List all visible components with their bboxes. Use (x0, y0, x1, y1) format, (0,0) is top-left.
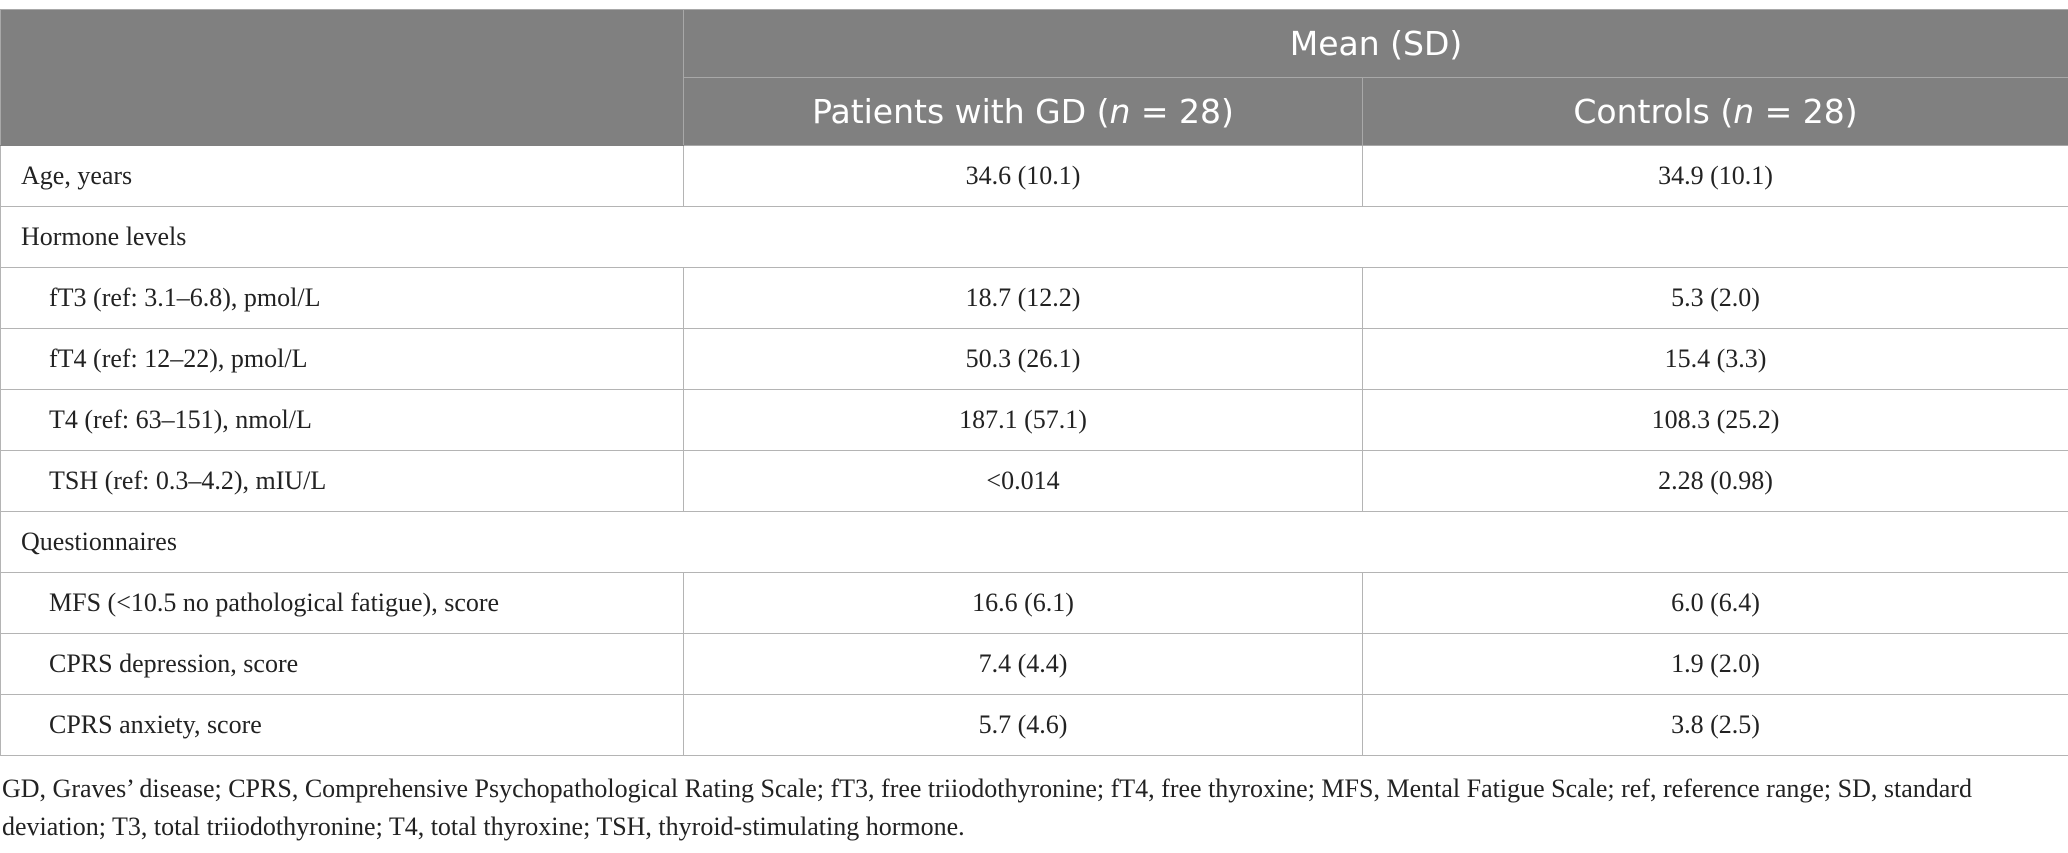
table-row: MFS (<10.5 no pathological fatigue), sco… (0, 572, 2068, 634)
cell-value: 187.1 (57.1) (683, 389, 1363, 451)
table-row: CPRS anxiety, score 5.7 (4.6) 3.8 (2.5) (0, 694, 2068, 756)
row-label: CPRS depression, score (0, 633, 684, 695)
table-row: T4 (ref: 63–151), nmol/L 187.1 (57.1) 108.… (0, 389, 2068, 451)
footnote: GD, Graves’ disease; CPRS, Comprehensive… (2, 774, 1972, 841)
cell-value: 5.7 (4.6) (683, 694, 1363, 756)
table-row: CPRS depression, score 7.4 (4.4) 1.9 (2.0) (0, 633, 2068, 695)
header-row: Mean (SD) (0, 9, 2068, 146)
cell-value: 1.9 (2.0) (1361, 633, 2068, 695)
cell-value: 34.9 (10.1) (1361, 145, 2068, 207)
empty-header (0, 9, 684, 146)
group-header: Mean (SD) (682, 9, 2068, 78)
header-row: Patients with GD (n = 28) Controls (n = … (1, 77, 2068, 146)
cell-value: 7.4 (4.4) (683, 633, 1363, 695)
header-text: = 28) (1130, 92, 1234, 131)
row-label: fT4 (ref: 12–22), pmol/L (0, 328, 684, 390)
section-row: Hormone levels (0, 206, 2068, 268)
column-header: Controls (n = 28) (1361, 77, 2068, 146)
row-label: T4 (ref: 63–151), nmol/L (0, 389, 684, 451)
cell-value: 15.4 (3.3) (1361, 328, 2068, 390)
row-label: MFS (<10.5 no pathological fatigue), sco… (0, 572, 684, 634)
data-table: Mean (SD) Patients with GD (n = 28) Cont… (0, 9, 2068, 756)
cell-value: 108.3 (25.2) (1361, 389, 2068, 451)
table-row: fT3 (ref: 3.1–6.8), pmol/L 18.7 (12.2) 5.3… (0, 267, 2068, 329)
cell-value: 3.8 (2.5) (1361, 694, 2068, 756)
table-row: Age, years 34.6 (10.1) 34.9 (10.1) (0, 145, 2068, 207)
cell-value: <0.014 (683, 450, 1363, 512)
row-label: Age, years (0, 145, 684, 207)
cell-value: 6.0 (6.4) (1361, 572, 2068, 634)
table-header: Mean (SD) Patients with GD (n = 28) Cont… (0, 9, 2068, 146)
row-label: CPRS anxiety, score (0, 694, 684, 756)
row-label: fT3 (ref: 3.1–6.8), pmol/L (0, 267, 684, 329)
header-text: = 28) (1754, 92, 1858, 131)
cell-value: 34.6 (10.1) (683, 145, 1363, 207)
table-row: TSH (ref: 0.3–4.2), mIU/L <0.014 2.28 (0.9… (0, 450, 2068, 512)
header-text: Patients with GD ( (812, 92, 1110, 131)
cell-value: 2.28 (0.98) (1361, 450, 2068, 512)
cell-value: 16.6 (6.1) (683, 572, 1363, 634)
header-text: Controls ( (1573, 92, 1734, 131)
cell-value: 5.3 (2.0) (1361, 267, 2068, 329)
section-label: Hormone levels (0, 206, 2068, 268)
cell-value: 50.3 (26.1) (683, 328, 1363, 390)
header-italic: n (1733, 92, 1755, 131)
table-body: Age, years 34.6 (10.1) 34.9 (10.1) Hormone … (0, 145, 2068, 756)
section-row: Questionnaires (0, 511, 2068, 573)
table-row: fT4 (ref: 12–22), pmol/L 50.3 (26.1) 15.4 … (0, 328, 2068, 390)
header-italic: n (1109, 92, 1131, 131)
section-label: Questionnaires (0, 511, 2068, 573)
row-label: TSH (ref: 0.3–4.2), mIU/L (0, 450, 684, 512)
column-header: Patients with GD (n = 28) (683, 77, 1363, 146)
cell-value: 18.7 (12.2) (683, 267, 1363, 329)
